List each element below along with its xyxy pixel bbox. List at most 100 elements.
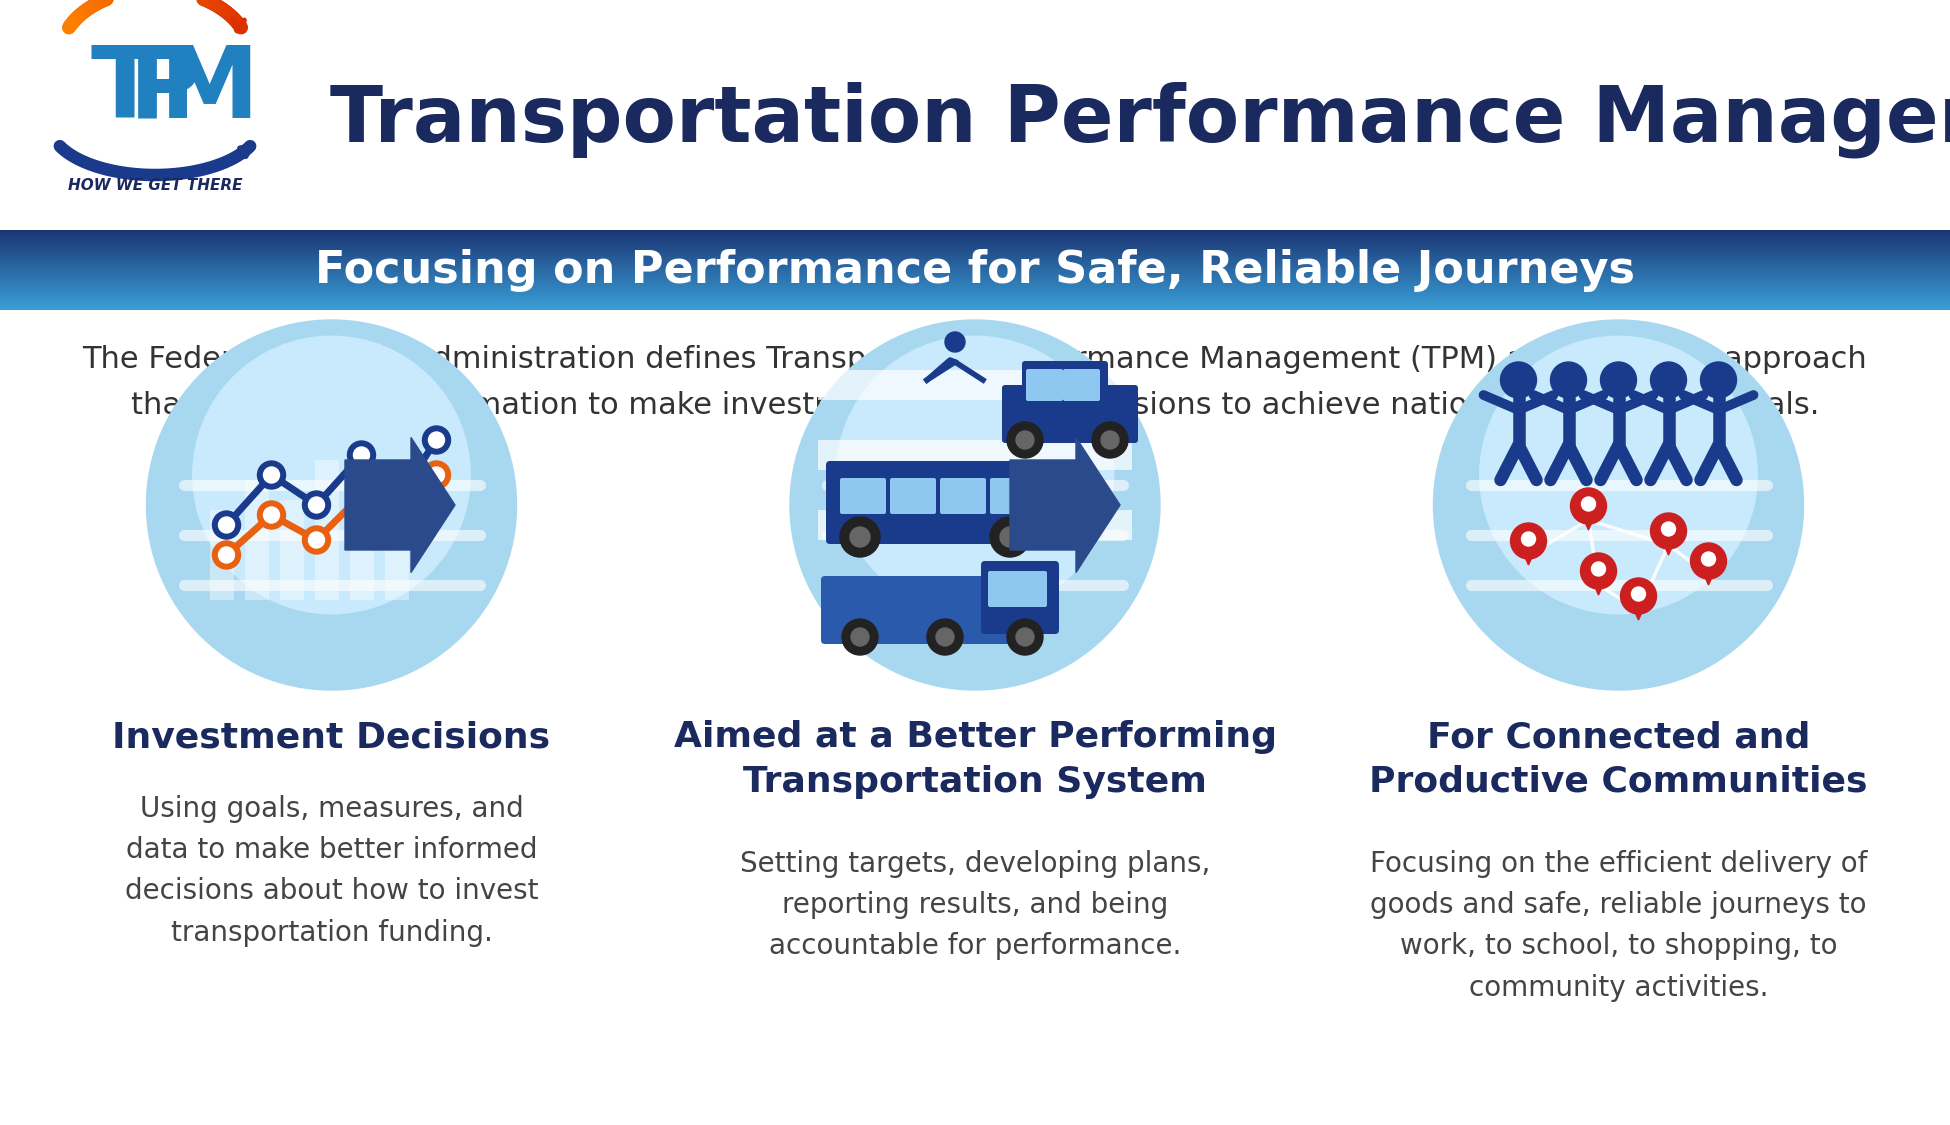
Circle shape (423, 426, 450, 454)
Text: T: T (92, 42, 160, 138)
FancyBboxPatch shape (0, 241, 1950, 243)
FancyBboxPatch shape (0, 289, 1950, 290)
Text: Investment Decisions: Investment Decisions (113, 720, 550, 754)
Circle shape (257, 501, 285, 529)
Polygon shape (1581, 512, 1597, 530)
FancyBboxPatch shape (0, 271, 1950, 273)
Polygon shape (1700, 567, 1716, 585)
Circle shape (1006, 422, 1043, 458)
FancyBboxPatch shape (981, 561, 1059, 634)
FancyBboxPatch shape (279, 500, 304, 600)
Text: For Connected and
Productive Communities: For Connected and Productive Communities (1369, 720, 1868, 799)
Circle shape (398, 518, 415, 533)
FancyBboxPatch shape (0, 238, 1950, 240)
Text: P: P (129, 42, 201, 138)
FancyBboxPatch shape (1022, 361, 1108, 405)
FancyBboxPatch shape (817, 510, 1133, 540)
FancyBboxPatch shape (1026, 369, 1063, 400)
Circle shape (429, 467, 445, 483)
Circle shape (946, 332, 965, 352)
Circle shape (1433, 319, 1804, 690)
FancyBboxPatch shape (0, 297, 1950, 299)
FancyBboxPatch shape (989, 572, 1047, 608)
Circle shape (257, 461, 285, 489)
FancyBboxPatch shape (0, 243, 1950, 244)
Circle shape (1550, 362, 1587, 398)
Text: HOW WE GET THERE: HOW WE GET THERE (68, 178, 242, 192)
Circle shape (850, 526, 870, 547)
FancyBboxPatch shape (0, 304, 1950, 305)
FancyBboxPatch shape (0, 235, 1950, 236)
Circle shape (1691, 543, 1726, 579)
FancyBboxPatch shape (0, 273, 1950, 274)
Circle shape (218, 547, 234, 562)
Circle shape (1661, 522, 1675, 536)
FancyBboxPatch shape (0, 281, 1950, 282)
Circle shape (991, 518, 1030, 557)
Polygon shape (345, 438, 454, 573)
FancyBboxPatch shape (0, 269, 1950, 270)
Circle shape (302, 526, 330, 554)
Circle shape (840, 518, 879, 557)
Circle shape (790, 319, 1160, 690)
Circle shape (1700, 362, 1737, 398)
Circle shape (1632, 587, 1646, 601)
FancyBboxPatch shape (817, 370, 1133, 400)
Circle shape (936, 628, 954, 646)
Circle shape (1650, 362, 1687, 398)
Text: Setting targets, developing plans,
reporting results, and being
accountable for : Setting targets, developing plans, repor… (739, 850, 1211, 961)
Text: The Federal Highway Administration defines Transportation Performance Management: The Federal Highway Administration defin… (82, 345, 1868, 375)
Circle shape (1006, 619, 1043, 655)
Circle shape (213, 511, 240, 539)
Circle shape (837, 336, 1113, 614)
Circle shape (1570, 488, 1607, 524)
Circle shape (302, 490, 330, 519)
Circle shape (1102, 431, 1119, 449)
FancyBboxPatch shape (0, 292, 1950, 294)
FancyBboxPatch shape (0, 274, 1950, 277)
Circle shape (353, 447, 369, 463)
FancyBboxPatch shape (940, 478, 987, 514)
Circle shape (850, 628, 870, 646)
Circle shape (213, 541, 240, 569)
FancyBboxPatch shape (0, 262, 1950, 263)
FancyBboxPatch shape (0, 236, 1950, 238)
FancyBboxPatch shape (0, 255, 1950, 258)
Circle shape (1591, 562, 1605, 576)
FancyBboxPatch shape (0, 277, 1950, 278)
Circle shape (1480, 336, 1757, 614)
FancyBboxPatch shape (0, 280, 1950, 281)
FancyBboxPatch shape (1002, 385, 1139, 443)
FancyBboxPatch shape (0, 252, 1950, 254)
Circle shape (1511, 523, 1546, 559)
Circle shape (1702, 552, 1716, 566)
FancyBboxPatch shape (840, 478, 885, 514)
FancyBboxPatch shape (821, 576, 1039, 643)
FancyBboxPatch shape (0, 300, 1950, 302)
Circle shape (392, 511, 421, 539)
Circle shape (146, 319, 517, 690)
Circle shape (423, 461, 450, 489)
Circle shape (1581, 554, 1617, 590)
FancyBboxPatch shape (0, 251, 1950, 252)
Text: Aimed at a Better Performing
Transportation System: Aimed at a Better Performing Transportat… (673, 720, 1277, 799)
Circle shape (1016, 431, 1034, 449)
FancyBboxPatch shape (0, 260, 1950, 262)
FancyBboxPatch shape (0, 250, 1950, 251)
FancyBboxPatch shape (0, 0, 1950, 229)
FancyBboxPatch shape (0, 240, 1950, 241)
FancyBboxPatch shape (0, 288, 1950, 289)
Polygon shape (1630, 602, 1646, 620)
Circle shape (193, 336, 470, 614)
FancyBboxPatch shape (0, 259, 1950, 260)
Circle shape (347, 441, 376, 469)
Text: Transportation Performance Management: Transportation Performance Management (330, 82, 1950, 159)
FancyBboxPatch shape (244, 480, 269, 600)
FancyBboxPatch shape (0, 286, 1950, 288)
Text: Focusing on Performance for Safe, Reliable Journeys: Focusing on Performance for Safe, Reliab… (316, 249, 1634, 291)
Circle shape (429, 432, 445, 448)
Circle shape (926, 619, 963, 655)
FancyBboxPatch shape (817, 440, 1133, 470)
FancyBboxPatch shape (0, 307, 1950, 308)
Circle shape (398, 477, 415, 493)
